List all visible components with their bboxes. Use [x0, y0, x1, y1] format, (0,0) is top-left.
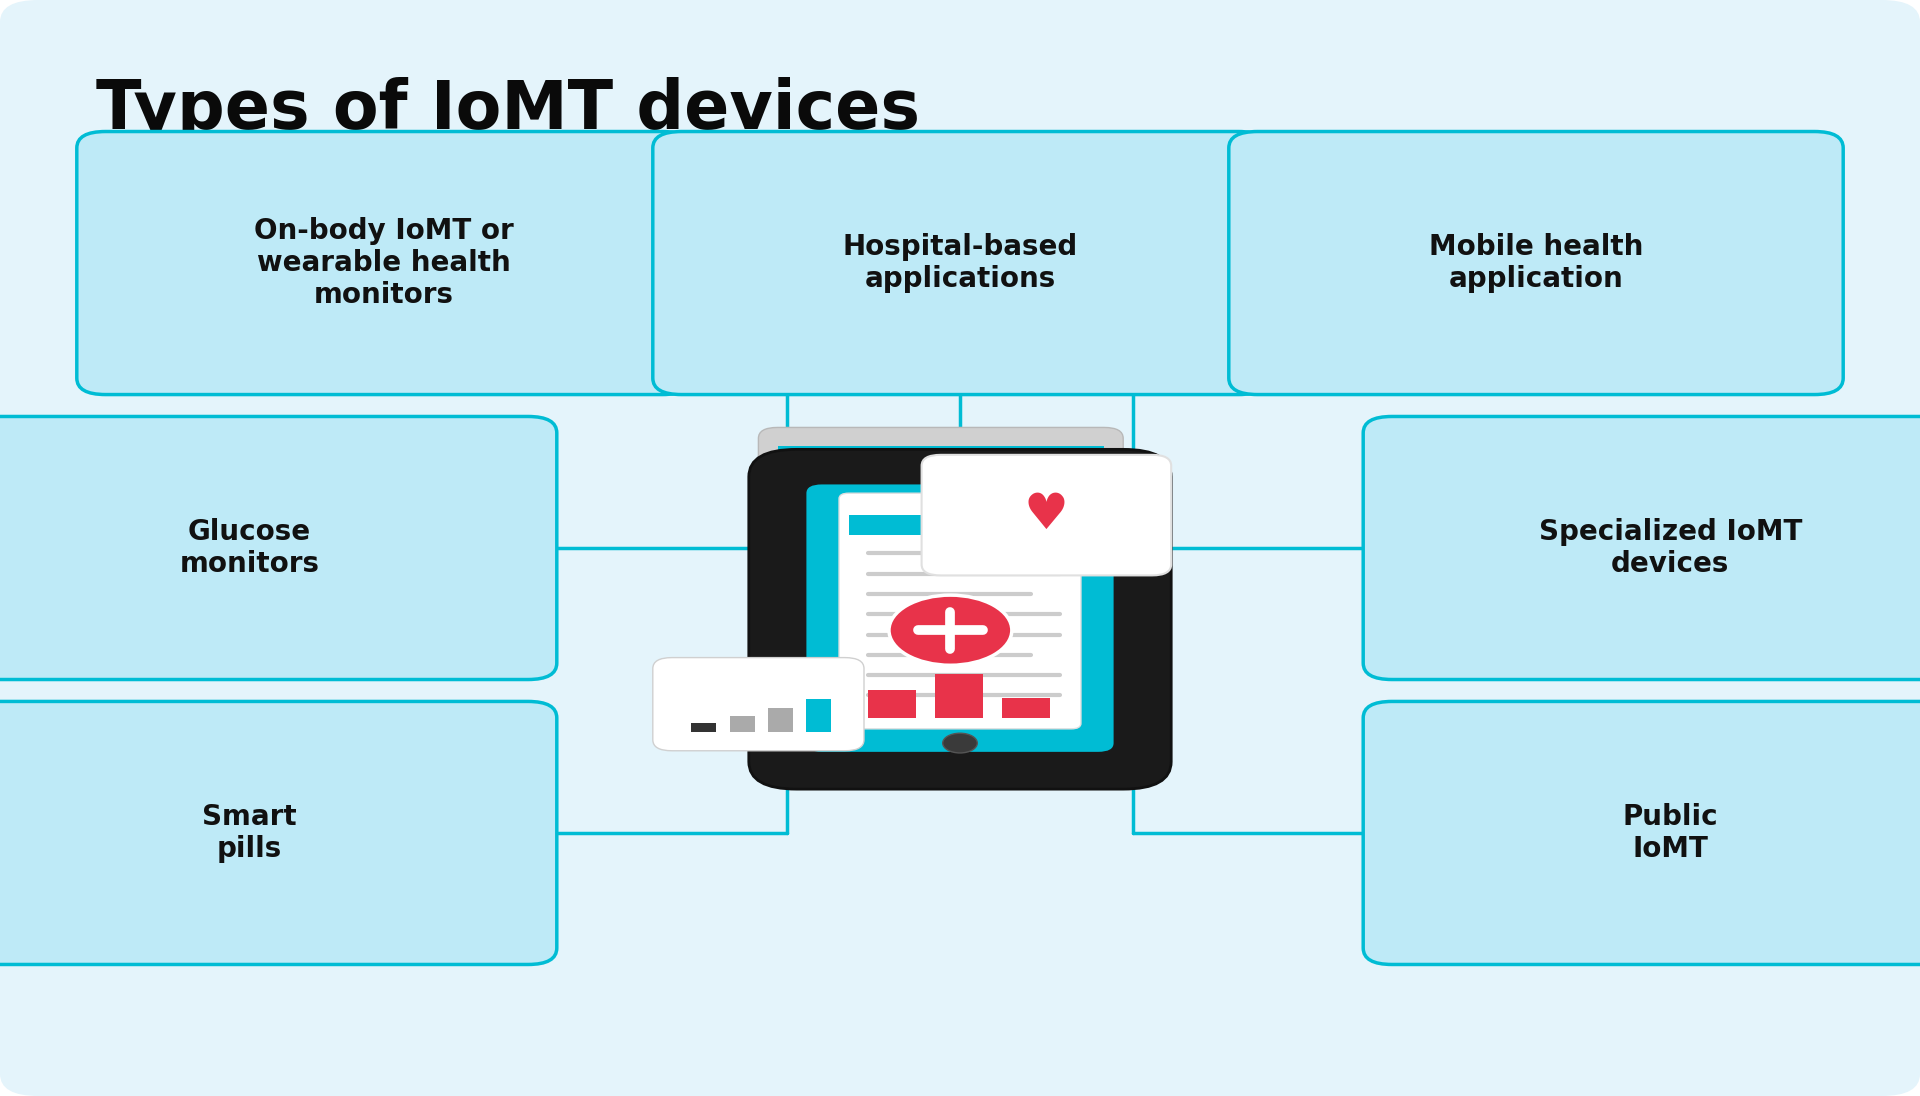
Bar: [806, 699, 831, 732]
Text: Smart
pills: Smart pills: [202, 802, 298, 864]
Text: Glucose
monitors: Glucose monitors: [180, 517, 319, 579]
Bar: [935, 674, 983, 718]
Text: Mobile health
application: Mobile health application: [1428, 232, 1644, 294]
FancyBboxPatch shape: [1229, 132, 1843, 395]
Circle shape: [889, 595, 1012, 665]
FancyBboxPatch shape: [806, 484, 1114, 752]
Text: Specialized IoMT
devices: Specialized IoMT devices: [1538, 517, 1803, 579]
FancyBboxPatch shape: [77, 132, 691, 395]
FancyBboxPatch shape: [653, 658, 864, 751]
FancyBboxPatch shape: [0, 416, 557, 680]
Bar: [691, 723, 716, 732]
FancyBboxPatch shape: [1363, 701, 1920, 964]
FancyBboxPatch shape: [839, 493, 1081, 729]
Bar: [730, 716, 755, 732]
FancyBboxPatch shape: [758, 427, 1123, 690]
Bar: [849, 515, 1071, 535]
Circle shape: [943, 733, 977, 753]
Text: ♥: ♥: [1023, 491, 1069, 539]
FancyBboxPatch shape: [749, 449, 1171, 789]
FancyBboxPatch shape: [922, 455, 1171, 575]
Text: Public
IoMT: Public IoMT: [1622, 802, 1718, 864]
Bar: [1002, 698, 1050, 718]
Bar: [868, 690, 916, 718]
FancyBboxPatch shape: [0, 701, 557, 964]
Text: Types of IoMT devices: Types of IoMT devices: [96, 77, 920, 144]
Bar: [768, 708, 793, 732]
Text: On-body IoMT or
wearable health
monitors: On-body IoMT or wearable health monitors: [253, 217, 515, 309]
FancyBboxPatch shape: [653, 132, 1267, 395]
Text: Hospital-based
applications: Hospital-based applications: [843, 232, 1077, 294]
FancyBboxPatch shape: [1363, 416, 1920, 680]
Bar: [778, 446, 1104, 466]
